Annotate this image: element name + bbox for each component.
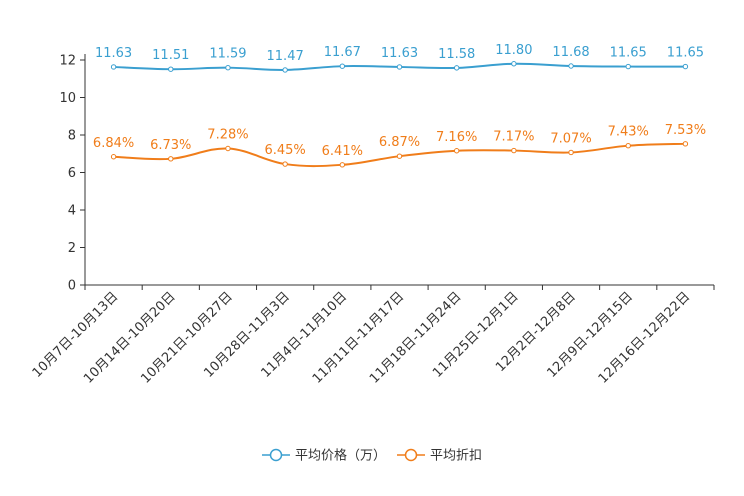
data-point[interactable] xyxy=(568,63,574,69)
data-label: 6.73% xyxy=(150,138,191,153)
data-label: 6.87% xyxy=(379,135,420,150)
data-label: 6.41% xyxy=(322,144,363,159)
data-point[interactable] xyxy=(110,154,117,160)
data-label: 6.45% xyxy=(264,143,305,158)
data-label: 11.67 xyxy=(324,45,361,60)
data-point[interactable] xyxy=(625,142,631,149)
series-2: 6.84% 6.73% 7.28% 6.45% 6.41% 6.87% 7.16% 7.17%… xyxy=(93,123,706,168)
y-tick-label: 0 xyxy=(68,279,76,294)
data-label: 7.07% xyxy=(550,131,591,146)
data-point[interactable] xyxy=(396,64,403,70)
legend-circle-icon xyxy=(269,448,283,462)
data-label: 11.65 xyxy=(610,46,647,61)
y-tick-label: 6 xyxy=(68,166,76,181)
data-point[interactable] xyxy=(453,65,460,71)
legend-circle-icon xyxy=(404,448,418,462)
chart-series: 11.63 11.51 11.59 11.47 11.67 11.63 11.58 11.80… xyxy=(93,43,706,168)
data-label: 6.84% xyxy=(93,136,134,151)
data-point[interactable] xyxy=(511,147,517,154)
data-point[interactable] xyxy=(225,145,231,152)
data-point[interactable] xyxy=(282,161,288,167)
data-label: 7.53% xyxy=(665,123,706,138)
data-point[interactable] xyxy=(282,67,288,73)
data-label: 11.65 xyxy=(667,46,704,61)
data-label: 11.63 xyxy=(95,46,132,61)
y-axis: 0 2 4 6 8 10 12 xyxy=(59,54,86,294)
data-point[interactable] xyxy=(168,66,174,72)
data-point[interactable] xyxy=(682,141,689,147)
data-point[interactable] xyxy=(339,63,346,69)
data-label: 7.28% xyxy=(207,128,248,143)
data-point[interactable] xyxy=(453,148,460,154)
y-tick-label: 8 xyxy=(68,129,76,144)
data-label: 11.59 xyxy=(209,47,246,62)
data-label: 11.47 xyxy=(267,49,304,64)
data-point[interactable] xyxy=(625,63,631,70)
data-point[interactable] xyxy=(682,63,689,70)
data-label: 11.68 xyxy=(552,45,589,60)
legend[interactable]: 平均价格（万） 平均折扣 xyxy=(262,448,482,464)
legend-item-2[interactable]: 平均折扣 xyxy=(397,449,482,464)
data-label: 11.58 xyxy=(438,47,475,62)
data-label: 7.43% xyxy=(608,125,649,140)
series-1: 11.63 11.51 11.59 11.47 11.67 11.63 11.58 11.80… xyxy=(95,43,704,73)
data-label: 11.80 xyxy=(495,43,532,58)
data-point[interactable] xyxy=(396,153,403,159)
legend-label: 平均价格（万） xyxy=(295,448,386,464)
legend-item-1[interactable]: 平均价格（万） xyxy=(262,448,386,464)
y-tick-label: 12 xyxy=(59,54,76,69)
y-tick-label: 4 xyxy=(68,204,76,219)
data-point[interactable] xyxy=(568,149,574,156)
data-label: 7.16% xyxy=(436,130,477,145)
legend-label: 平均折扣 xyxy=(430,449,482,464)
data-point[interactable] xyxy=(339,162,346,168)
data-point[interactable] xyxy=(511,61,517,67)
data-point[interactable] xyxy=(168,156,174,162)
x-axis: 10月7日-10月13日10月14日-10月20日10月21日-10月27日10… xyxy=(30,284,715,387)
data-label: 11.63 xyxy=(381,46,418,61)
data-label: 7.17% xyxy=(493,130,534,145)
y-tick-label: 2 xyxy=(68,241,76,256)
data-point[interactable] xyxy=(110,64,117,70)
data-point[interactable] xyxy=(225,64,231,71)
data-label: 11.51 xyxy=(152,48,189,63)
y-tick-label: 10 xyxy=(59,91,76,106)
